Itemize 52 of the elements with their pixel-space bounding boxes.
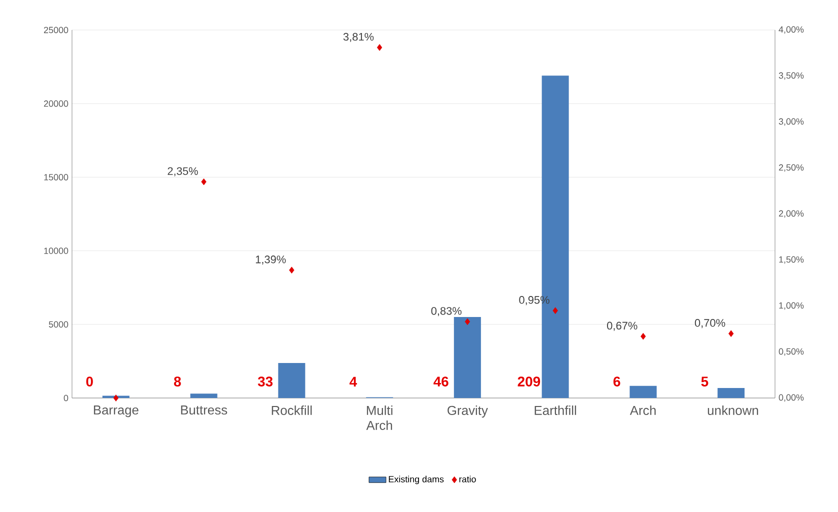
data-label: 1,39% [256, 256, 286, 265]
x-tick-label: unknown [708, 406, 758, 416]
annotation: 209 [518, 376, 540, 386]
data-label: 0,70% [694, 319, 726, 328]
y-tick-label: 10000 [44, 248, 68, 254]
data-label: 0,67% [607, 322, 638, 331]
point [464, 318, 470, 326]
point [201, 178, 206, 186]
bar [454, 317, 481, 398]
y2-tick-label: 1,50% [779, 256, 804, 264]
y-tick-label: 5000 [48, 321, 68, 328]
y2-tick-label: 0,00% [778, 394, 804, 402]
y2-tick-label: 2,50% [778, 164, 804, 172]
bar [718, 388, 745, 398]
x-tick-label: Gravity [448, 406, 488, 418]
y-tick-label: 0 [64, 394, 68, 402]
legend-label: Existing dams [388, 476, 444, 484]
annotation: 0 [86, 376, 93, 386]
data-label: 0,83% [431, 307, 462, 316]
y2-tick-label: 0,50% [778, 348, 804, 356]
y-tick-label: 25000 [44, 26, 68, 34]
x-tick-label: Buttress [181, 406, 228, 415]
x-tick-label: Arch [630, 406, 656, 416]
x-tick-label: Multi Arch [366, 406, 392, 430]
annotation: 6 [613, 376, 620, 386]
y-tick-label: 20000 [44, 100, 68, 107]
legend-label: ratio [459, 476, 476, 482]
y2-tick-label: 3,50% [778, 72, 804, 80]
y-tick-label: 15000 [44, 174, 68, 180]
point [113, 394, 119, 402]
y2-tick-label: 1,00% [779, 302, 804, 310]
annotation: 5 [701, 376, 708, 386]
data-label: 2,35% [168, 167, 198, 176]
point [640, 332, 646, 340]
bar [278, 362, 306, 398]
point [728, 330, 734, 337]
bar [190, 394, 218, 398]
x-tick-label: Rockfill [272, 406, 312, 416]
annotation: 46 [434, 376, 448, 386]
x-tick-label: Barrage [94, 406, 138, 418]
x-tick-label: Earthfill [534, 406, 576, 416]
point [289, 266, 294, 274]
annotation: 8 [174, 376, 181, 386]
point [376, 44, 382, 51]
annotation: 4 [350, 376, 358, 386]
bar [630, 386, 657, 398]
y2-tick-label: 2,00% [778, 210, 804, 218]
point [552, 307, 558, 314]
y2-tick-label: 4,00% [778, 26, 804, 34]
annotation: 33 [258, 376, 273, 386]
data-label: 3,81% [343, 32, 374, 42]
y2-tick-label: 3,00% [778, 118, 804, 126]
